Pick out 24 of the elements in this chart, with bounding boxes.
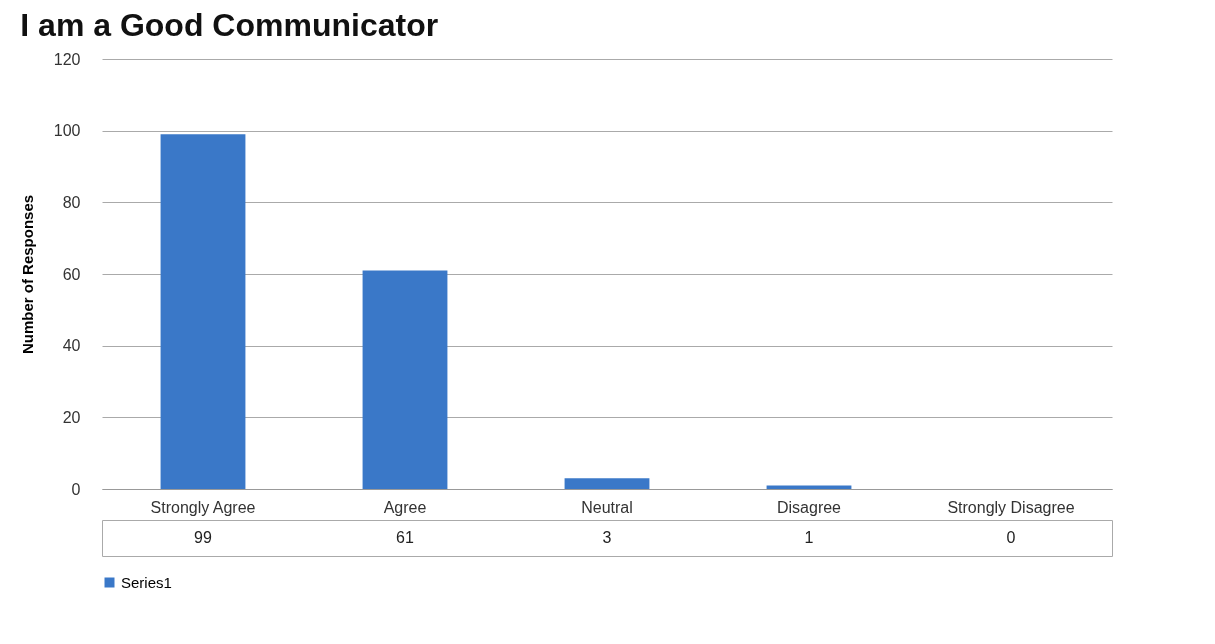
legend-label: Series1 (121, 573, 172, 591)
bar (362, 270, 448, 489)
x-tick-label: Disagree (776, 498, 842, 516)
x-tick-label: Strongly Agree (150, 498, 256, 516)
y-tick-label: 80 (62, 193, 81, 211)
bar (160, 134, 246, 489)
y-tick-label: 100 (53, 122, 81, 140)
bar (766, 485, 852, 489)
y-tick-label: 40 (62, 337, 81, 355)
bar (564, 478, 650, 489)
data-label: 61 (396, 529, 414, 546)
x-tick-label: Agree (383, 498, 427, 516)
y-tick-label: 20 (62, 408, 81, 426)
x-tick-label: Neutral (581, 498, 633, 516)
x-tick-label: Strongly Disagree (947, 498, 1075, 516)
data-label: 3 (602, 529, 612, 546)
data-label: 1 (804, 529, 814, 546)
data-label: 0 (1006, 529, 1016, 546)
data-label: 99 (194, 529, 212, 546)
y-tick-label: 60 (62, 265, 81, 283)
y-axis-title: Number of Responses (18, 194, 36, 355)
chart-title: I am a Good Communicator (20, 7, 439, 43)
y-tick-label: 0 (71, 480, 81, 498)
y-tick-label: 120 (53, 50, 81, 68)
